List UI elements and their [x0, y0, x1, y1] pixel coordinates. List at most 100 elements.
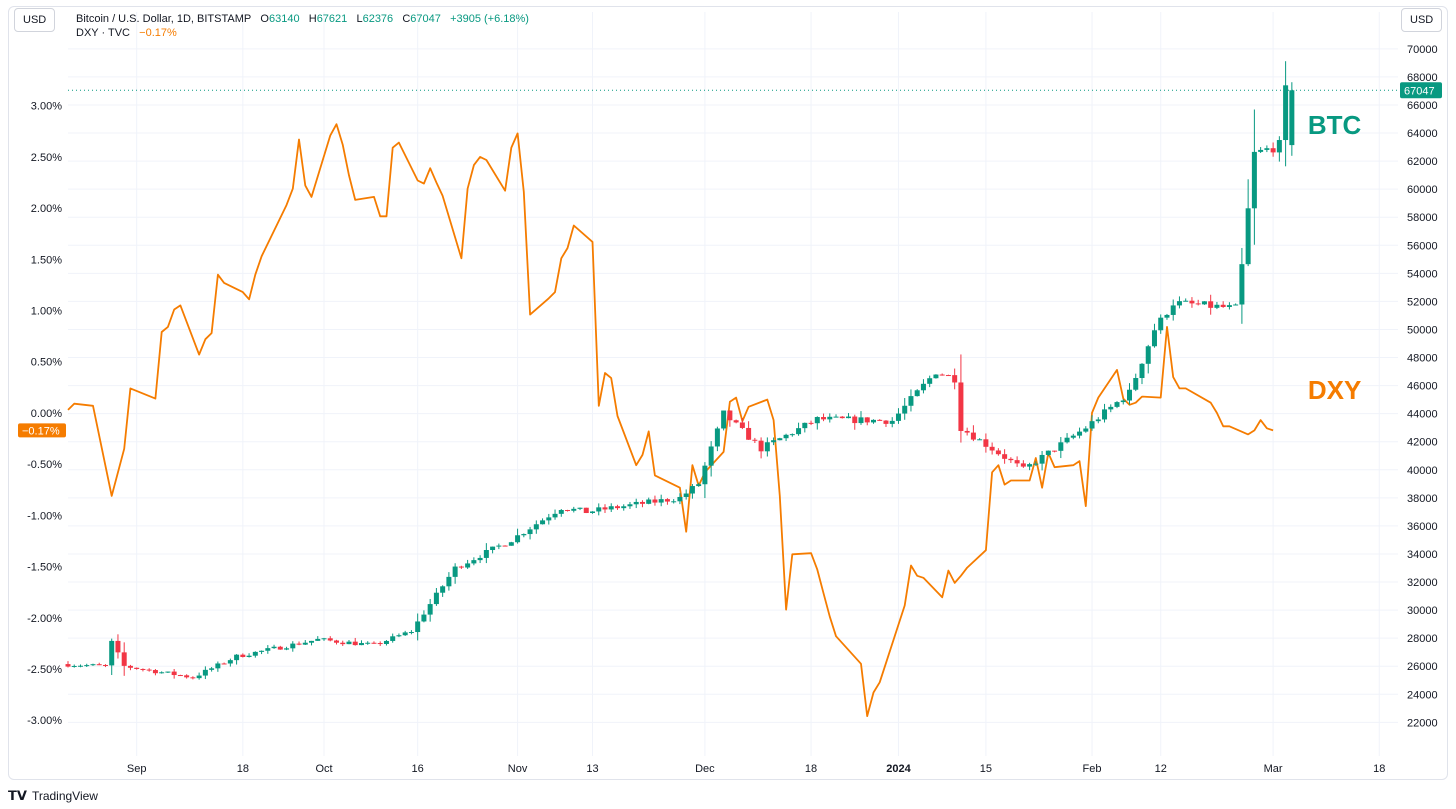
btc-candle-body	[1064, 437, 1070, 443]
btc-candle-body	[227, 660, 233, 664]
right-axis-tick-label: 30000	[1407, 605, 1438, 617]
btc-candle-body	[1127, 389, 1133, 401]
btc-candle-body	[290, 643, 296, 649]
right-axis-tick-label: 36000	[1407, 521, 1438, 533]
left-axis-tick-label: -1.50%	[27, 562, 62, 574]
btc-candle-body	[714, 428, 720, 447]
left-axis-tick-label: 0.00%	[31, 408, 62, 420]
btc-candle-body	[671, 501, 677, 503]
btc-candle-body	[639, 501, 645, 504]
btc-candle-body	[546, 517, 552, 521]
btc-candle-body	[827, 416, 833, 420]
btc-candle-body	[271, 646, 277, 649]
btc-legend-row[interactable]: Bitcoin / U.S. Dollar, 1D, BITSTAMP O631…	[76, 12, 529, 26]
x-axis-tick-label: 13	[586, 763, 598, 775]
btc-candle-body	[452, 566, 458, 577]
btc-candle-body	[109, 640, 115, 666]
right-axis-tick-label: 60000	[1407, 184, 1438, 196]
left-scale-currency-button[interactable]: USD	[14, 8, 56, 32]
btc-candle-body	[1245, 208, 1251, 265]
series-annotation-dxy: DXY	[1308, 375, 1361, 405]
btc-candle-body	[296, 643, 302, 645]
btc-candle-body	[565, 510, 571, 512]
left-axis-tick-label: -2.00%	[27, 613, 62, 625]
x-axis-tick-label: Feb	[1083, 763, 1102, 775]
btc-candle-body	[995, 450, 1001, 455]
btc-candle-body	[727, 410, 733, 421]
x-axis-tick-label: 18	[237, 763, 249, 775]
btc-candle-body	[677, 496, 683, 502]
btc-candle-body	[1039, 454, 1045, 464]
btc-candle-body	[540, 520, 546, 525]
left-axis-tick-label: 2.50%	[31, 152, 62, 164]
btc-candle-body	[614, 506, 620, 509]
btc-candle-body	[65, 664, 71, 667]
open-label: O	[260, 13, 269, 25]
btc-candle-body	[746, 427, 752, 440]
btc-candle-body	[552, 513, 558, 518]
btc-candle-body	[608, 506, 614, 510]
high-value: 67621	[316, 13, 348, 25]
btc-candle-body	[858, 417, 864, 424]
btc-candle-body	[477, 557, 483, 561]
btc-candle-body	[265, 648, 271, 651]
open-value: 63140	[268, 13, 300, 25]
chart-frame	[8, 6, 1448, 780]
btc-candle-body	[1083, 428, 1089, 432]
right-axis-tick-label: 50000	[1407, 324, 1438, 336]
btc-candle-body	[533, 524, 539, 530]
btc-candle-body	[864, 417, 870, 423]
btc-candle-body	[733, 420, 739, 423]
btc-candle-body	[1058, 442, 1064, 451]
btc-candle-body	[708, 446, 714, 466]
btc-candle-body	[358, 643, 364, 646]
btc-candle-body	[390, 636, 396, 641]
x-axis-tick-label: Nov	[508, 763, 528, 775]
btc-candle-body	[458, 566, 464, 568]
btc-candle-body	[396, 635, 402, 637]
btc-candle-body	[970, 432, 976, 440]
btc-candle-body	[696, 484, 702, 487]
btc-candle-body	[646, 499, 652, 504]
btc-candle-body	[1027, 464, 1033, 467]
right-axis-tick-label: 62000	[1407, 156, 1438, 168]
left-axis: 3.00% 2.50% 2.00% 1.50% 1.00% 0.50% 0.00% -0.50…	[18, 101, 66, 727]
right-axis-tick-label: 54000	[1407, 268, 1438, 280]
btc-candle-body	[352, 641, 358, 646]
btc-candle-body	[808, 422, 814, 424]
btc-candle-body	[508, 542, 514, 546]
right-axis-tick-label: 24000	[1407, 689, 1438, 701]
dxy-last-value-badge	[18, 423, 66, 438]
right-axis: 22000 24000 26000 28000 30000 32000 34000 36000…	[1400, 44, 1442, 729]
btc-candle-body	[315, 638, 321, 641]
btc-candle-body	[571, 508, 577, 511]
btc-candle-body	[920, 383, 926, 391]
btc-candle-body	[952, 375, 958, 383]
tradingview-brand: TradingView	[31, 789, 98, 803]
btc-candle-body	[839, 416, 845, 419]
btc-candle-body	[196, 675, 202, 679]
btc-candle-body	[627, 504, 633, 507]
right-scale-currency-button[interactable]: USD	[1401, 8, 1443, 32]
btc-candle-body	[1052, 450, 1058, 452]
btc-candle-body	[209, 668, 215, 670]
left-axis-tick-label: 2.00%	[31, 203, 62, 215]
btc-candle-body	[1276, 140, 1282, 153]
footer-branding[interactable]: 𝗧𝗩 TradingView	[8, 787, 98, 805]
btc-candle-body	[321, 638, 327, 640]
btc-candle-body	[758, 440, 764, 452]
btc-candle-body	[796, 428, 802, 435]
btc-candle-body	[496, 545, 502, 547]
btc-candle-body	[171, 671, 177, 676]
x-axis-tick-label: 2024	[886, 763, 911, 775]
left-axis-tick-label: -2.50%	[27, 664, 62, 676]
btc-candle-body	[502, 545, 508, 547]
btc-candle-body	[77, 665, 83, 667]
btc-candle-body	[958, 382, 964, 431]
btc-candle-body	[652, 499, 658, 503]
btc-candle-body	[277, 646, 283, 650]
btc-candle-body	[165, 671, 171, 673]
dxy-legend-row[interactable]: DXY · TVC −0.17%	[76, 26, 529, 40]
btc-candle-body	[1283, 85, 1289, 141]
